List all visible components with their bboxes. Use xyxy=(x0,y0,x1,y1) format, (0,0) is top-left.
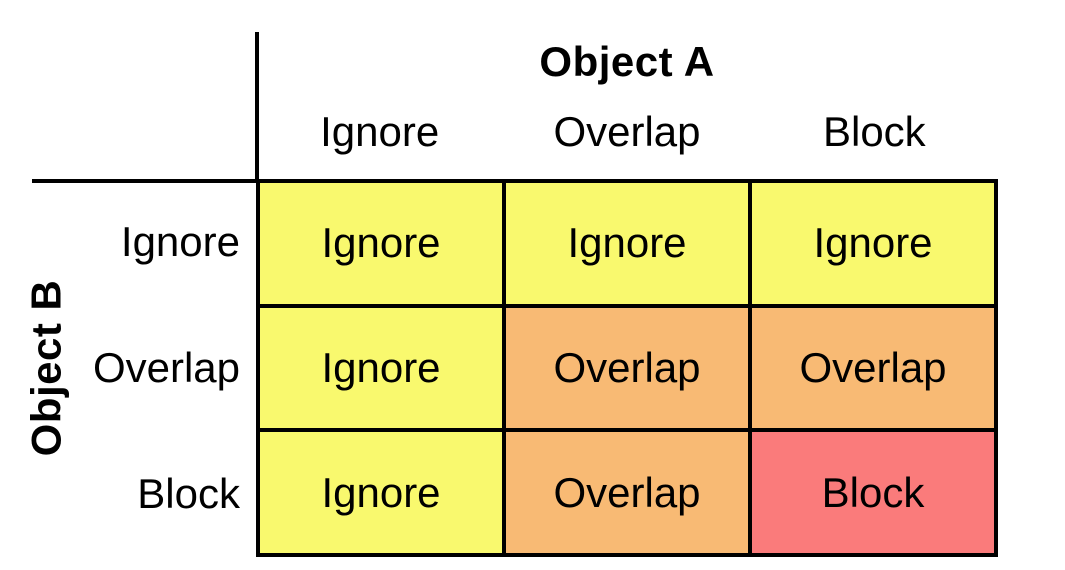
matrix-cell-r2c2: Overlap xyxy=(506,307,748,429)
matrix-cell-r2c1: Ignore xyxy=(260,307,502,429)
matrix-cell-r1c1: Ignore xyxy=(260,183,502,304)
matrix-cell-r2c3: Overlap xyxy=(752,307,994,429)
matrix-cell-r1c3: Ignore xyxy=(752,183,994,304)
matrix-grid: Ignore Ignore Ignore Ignore Overlap Over… xyxy=(256,179,998,557)
column-header-block: Block xyxy=(822,108,926,155)
axis-divider-vertical-line xyxy=(255,32,259,183)
row-header-ignore: Ignore xyxy=(120,218,240,265)
matrix-cell-r1c2: Ignore xyxy=(506,183,748,304)
matrix-cell-r3c2: Overlap xyxy=(506,432,748,553)
matrix-cell-r3c1: Ignore xyxy=(260,432,502,553)
row-axis-title-object-b: Object B xyxy=(4,179,88,557)
matrix-cell-r3c3: Block xyxy=(752,432,994,553)
row-axis-title-text: Object B xyxy=(22,279,70,457)
column-axis-title-object-a: Object A xyxy=(539,38,715,85)
column-header-overlap: Overlap xyxy=(553,108,701,155)
column-headers: Ignore Overlap Block xyxy=(256,104,998,160)
column-header-ignore: Ignore xyxy=(320,108,440,155)
row-headers: Ignore Overlap Block xyxy=(88,179,240,557)
row-header-overlap: Overlap xyxy=(92,344,240,391)
row-header-block: Block xyxy=(137,470,240,517)
